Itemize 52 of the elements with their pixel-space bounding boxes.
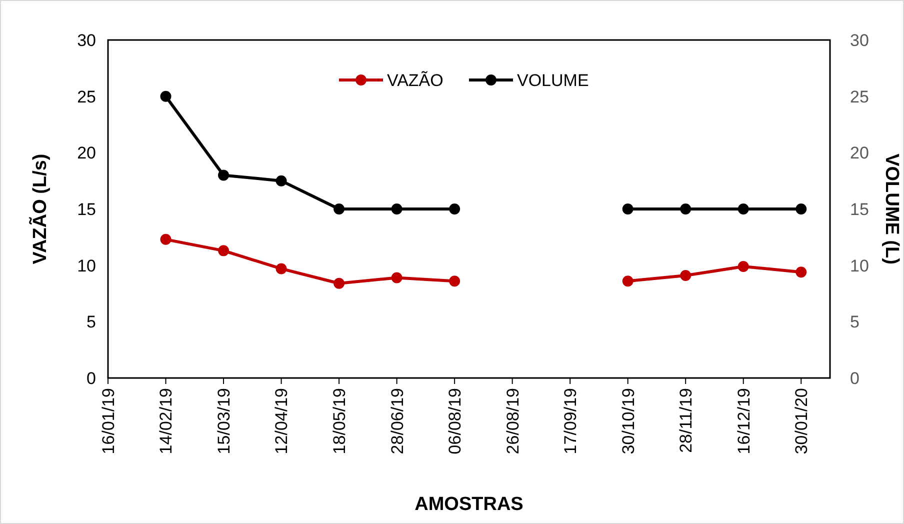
point <box>449 204 460 214</box>
x-tick-label: 17/09/19 <box>561 388 580 454</box>
legend-label: VAZÃO <box>387 70 444 90</box>
x-tick-label: 16/12/19 <box>734 388 754 454</box>
y-axis-title: VAZÃO (L/s) <box>29 154 51 264</box>
y2-tick-label: 10 <box>850 256 869 276</box>
x-tick-label: 18/05/19 <box>330 388 349 454</box>
y2-axis-title: VOLUME (L) <box>881 154 902 264</box>
point <box>218 170 230 181</box>
x-tick-label: 28/11/19 <box>676 388 696 453</box>
y2-tick-label: 30 <box>850 30 869 50</box>
y-tick-label: 30 <box>77 30 96 50</box>
point <box>680 270 692 281</box>
y2-tick-label: 25 <box>850 87 869 106</box>
x-tick-label: 28/06/19 <box>388 388 407 454</box>
x-axis-title: AMOSTRAS <box>414 494 524 515</box>
y2-tick-label: 20 <box>850 144 869 163</box>
point <box>160 234 172 245</box>
point <box>391 204 402 214</box>
x-tick-label: 15/03/19 <box>214 388 234 454</box>
point <box>334 278 345 289</box>
y-tick-label: 25 <box>77 87 96 106</box>
y-tick-label: 10 <box>77 256 96 276</box>
point <box>391 272 402 284</box>
x-tick-label: 16/01/19 <box>98 388 118 454</box>
point <box>334 204 345 214</box>
y-tick-label: 15 <box>77 200 96 219</box>
point <box>276 263 287 274</box>
point <box>160 90 172 102</box>
y-tick-label: 20 <box>77 144 96 163</box>
x-tick-label: 06/08/19 <box>446 388 465 454</box>
point <box>738 260 749 272</box>
y-tick-label: 5 <box>86 312 96 332</box>
y2-tick-label: 15 <box>850 200 869 219</box>
point <box>449 276 460 287</box>
point <box>218 245 230 256</box>
point <box>622 276 634 287</box>
y2-tick-label: 0 <box>850 368 860 388</box>
point <box>796 204 807 214</box>
x-tick-label: 30/01/20 <box>792 388 812 454</box>
point <box>738 204 749 214</box>
x-tick-label: 12/04/19 <box>272 388 292 454</box>
y-tick-label: 0 <box>86 368 96 388</box>
y2-tick-label: 5 <box>850 312 860 332</box>
x-tick-label: 26/08/19 <box>503 388 522 454</box>
point <box>680 204 692 214</box>
point <box>622 204 634 214</box>
x-tick-label: 30/10/19 <box>618 388 638 454</box>
point <box>796 266 807 278</box>
point <box>276 175 287 186</box>
legend-label: VOLUME <box>517 70 589 90</box>
x-tick-label: 14/02/19 <box>156 388 176 454</box>
